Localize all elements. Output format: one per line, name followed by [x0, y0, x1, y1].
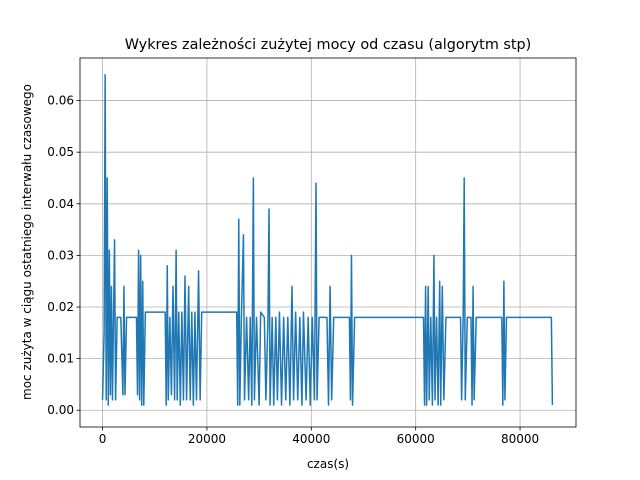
y-tick-label: 0.01 — [47, 352, 74, 366]
chart-title: Wykres zależności zużytej mocy od czasu … — [125, 37, 532, 53]
y-tick-label: 0.02 — [47, 300, 74, 314]
y-tick-label: 0.04 — [47, 197, 74, 211]
x-axis-label: czas(s) — [307, 457, 349, 471]
y-tick-label: 0.03 — [47, 248, 74, 262]
x-tick-label: 60000 — [397, 432, 435, 446]
x-tick-label: 40000 — [292, 432, 330, 446]
plot-frame — [79, 57, 577, 428]
y-axis-label: moc zużyta w ciągu ostatniego interwału … — [20, 84, 34, 400]
y-tick-label: 0.00 — [47, 403, 74, 417]
y-tick-label: 0.05 — [47, 145, 74, 159]
x-tick-label: 0 — [99, 432, 107, 446]
data-line — [101, 74, 554, 406]
x-tick-label: 80000 — [501, 432, 539, 446]
x-tick-label: 20000 — [188, 432, 226, 446]
y-tick-label: 0.06 — [47, 94, 74, 108]
